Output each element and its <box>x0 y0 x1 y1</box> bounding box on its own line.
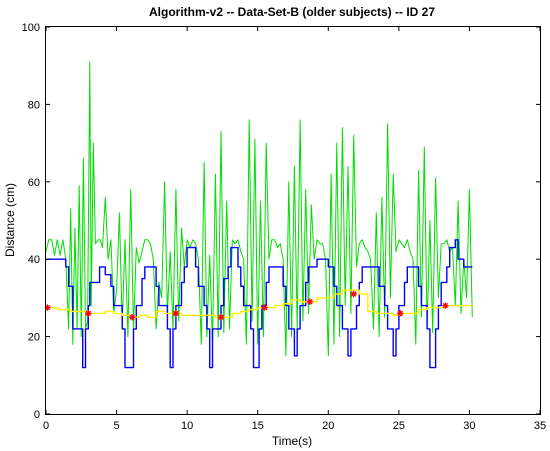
peak-marker <box>217 314 225 321</box>
x-tick-label: 5 <box>114 420 120 432</box>
x-tick-label: 30 <box>463 420 475 432</box>
y-tick-label: 0 <box>34 409 40 421</box>
peak-marker <box>172 310 180 317</box>
x-tick-label: 35 <box>534 420 546 432</box>
plot-frame <box>45 26 541 415</box>
x-tick-label: 20 <box>322 420 334 432</box>
peak-marker <box>261 304 268 311</box>
peak-marker <box>350 290 357 298</box>
peak-marker <box>85 310 92 317</box>
x-tick-label: 15 <box>252 420 264 432</box>
y-axis-label: Distance (cm) <box>3 183 17 257</box>
green-series-line <box>46 61 473 357</box>
blue-series-line <box>46 239 473 369</box>
y-tick-label: 60 <box>28 177 40 189</box>
peak-marker <box>397 310 404 317</box>
chart-title: Algorithm-v2 -- Data-Set-B (older subjec… <box>149 5 435 19</box>
peak-marker <box>442 302 449 309</box>
peak-marker <box>306 298 314 305</box>
y-tick-label: 20 <box>28 332 40 344</box>
tick-layer: 0 5 10 15 20 25 30 35 0 20 40 60 80 100 <box>22 22 546 432</box>
y-tick-label: 100 <box>22 22 40 34</box>
peak-marker <box>46 304 51 311</box>
yellow-series-line <box>46 289 473 318</box>
y-tick-label: 80 <box>28 99 40 111</box>
x-tick-label: 10 <box>181 420 193 432</box>
x-tick-label: 0 <box>43 420 49 432</box>
y-tick-label: 40 <box>28 254 40 266</box>
series-layer <box>46 61 473 369</box>
x-axis-label: Time(s) <box>272 434 312 448</box>
peak-marker <box>128 314 136 321</box>
x-tick-label: 25 <box>393 420 405 432</box>
